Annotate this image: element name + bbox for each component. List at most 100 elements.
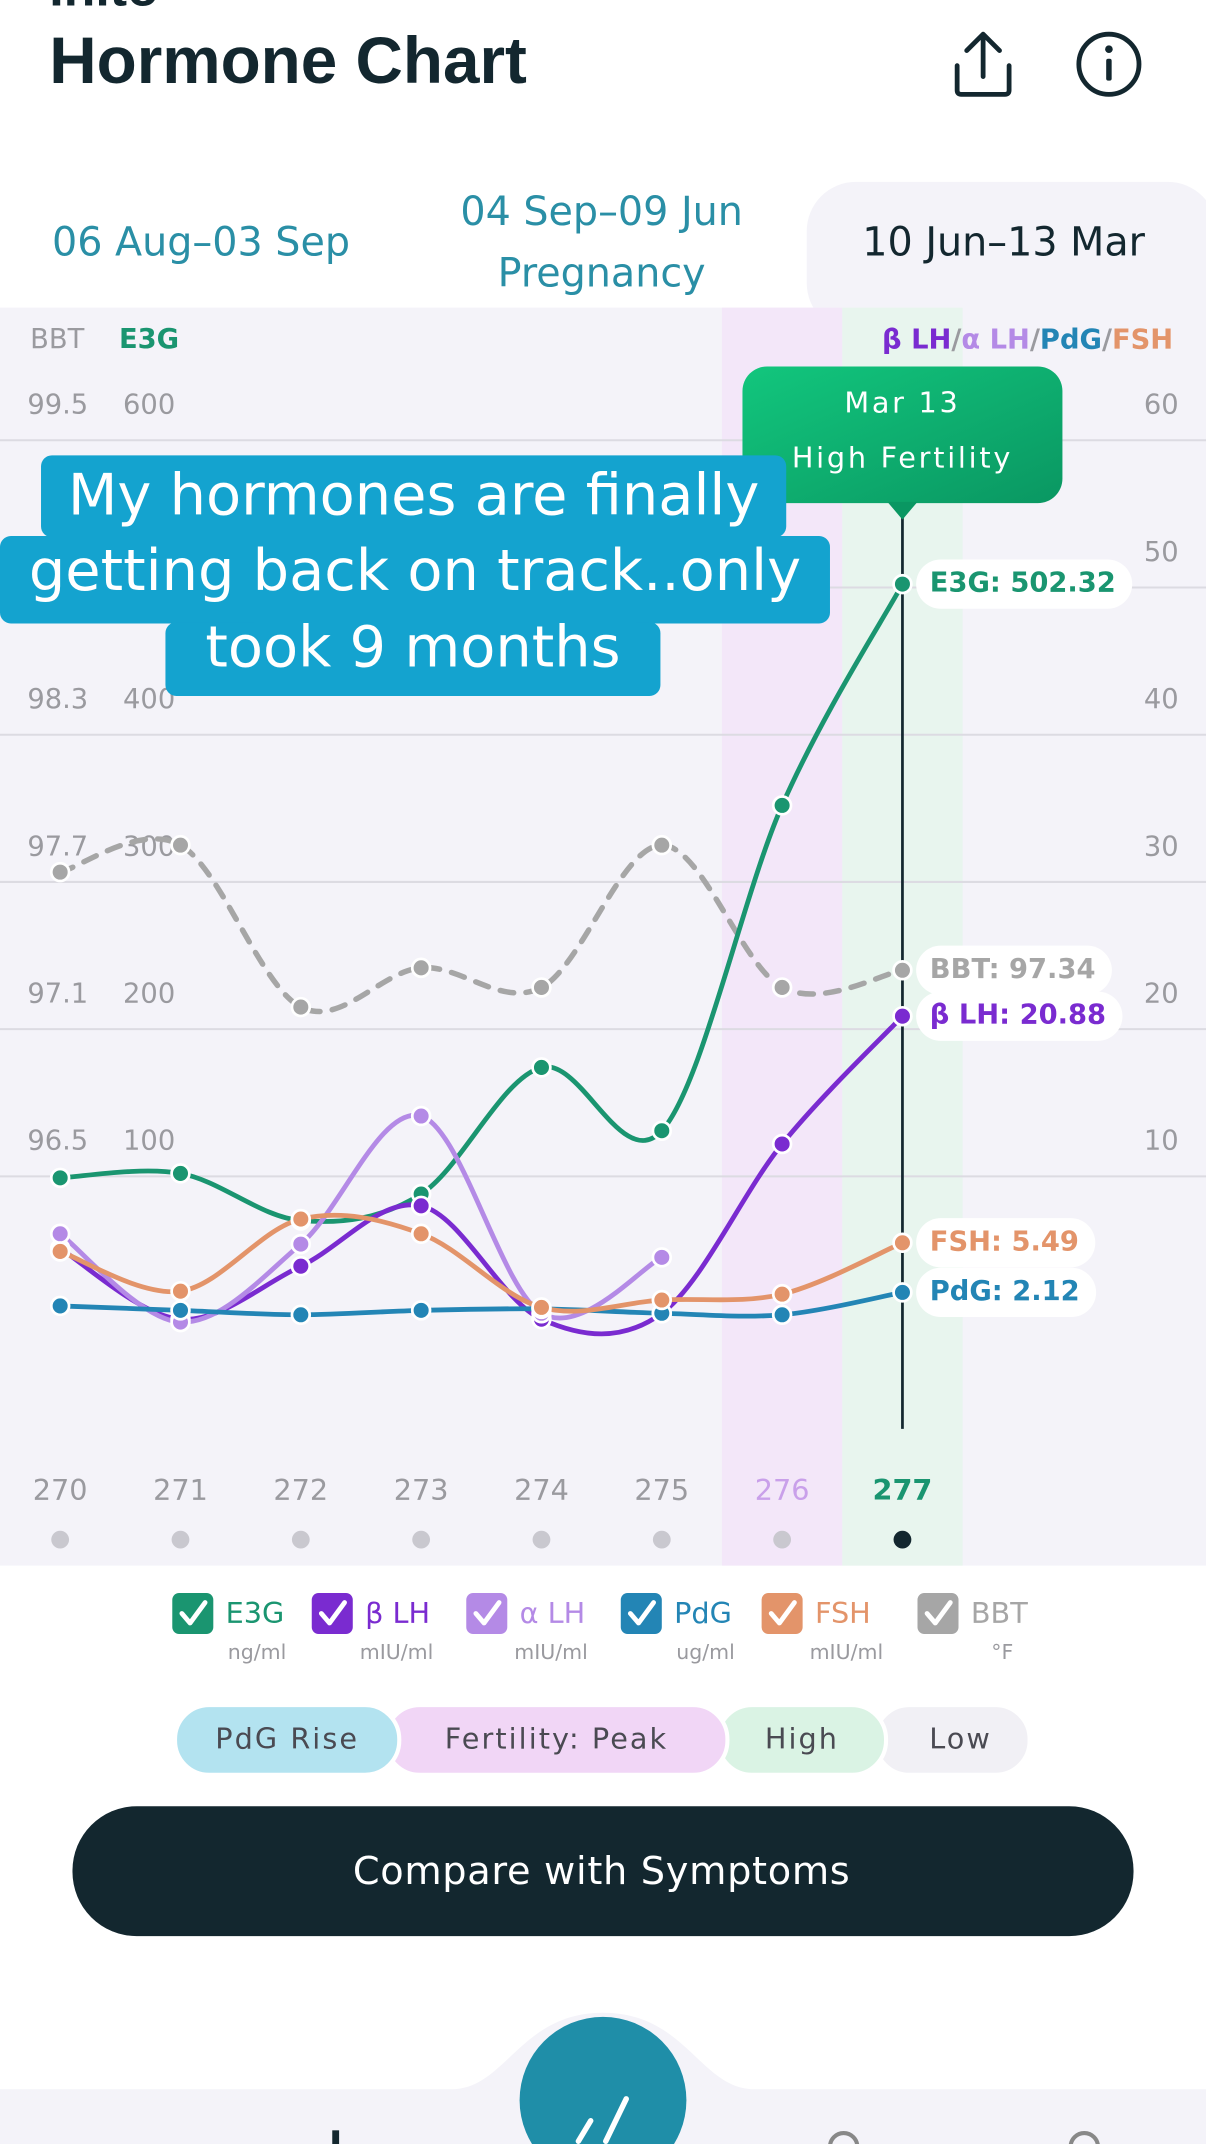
data-point (410, 957, 432, 979)
e3g-tick-label: 600 (123, 390, 175, 421)
share-icon-base (954, 63, 1012, 97)
callout-bg (916, 991, 1123, 1041)
value-callout: E3G: 502.32 (916, 559, 1133, 609)
data-point (410, 1223, 432, 1245)
data-point (49, 1295, 71, 1317)
data-point (410, 1105, 432, 1127)
caption-overlay: My hormones are finally getting back on t… (0, 455, 830, 696)
legend-label: E3G (226, 1596, 285, 1630)
legend-check (768, 1600, 797, 1626)
value-callout: FSH: 5.49 (916, 1218, 1096, 1268)
info-bar (1106, 58, 1112, 81)
data-point (651, 1289, 673, 1311)
data-point (892, 960, 913, 981)
legend-item[interactable]: PdG ug/ml (620, 1592, 735, 1664)
day-dot[interactable] (171, 1530, 190, 1549)
legend-checkbox (172, 1592, 214, 1634)
callout-bg (916, 1267, 1097, 1317)
header-separator: / (1030, 324, 1040, 355)
y2-tick-label: 40 (1144, 684, 1179, 715)
data-point (410, 1300, 432, 1321)
e3g-tick-label: 100 (123, 1126, 175, 1157)
tooltip-bg (742, 366, 1063, 504)
data-point (290, 1255, 312, 1277)
data-point (771, 977, 793, 998)
x-tick-label: 272 (273, 1473, 328, 1507)
data-point (290, 1304, 312, 1326)
data-point (170, 1280, 191, 1302)
share-button[interactable] (954, 31, 1012, 97)
value-callout: PdG: 2.12 (916, 1267, 1097, 1317)
tab[interactable]: 06 Aug–03 Sep (52, 219, 350, 265)
legend-unit: ug/ml (676, 1640, 735, 1664)
tab[interactable]: 04 Sep–09 Jun Pregnancy (460, 189, 743, 297)
legend-check (924, 1600, 953, 1626)
data-point (531, 1057, 552, 1078)
data-point (531, 977, 552, 998)
axis-header-item: α LH (961, 324, 1030, 355)
legend-item[interactable]: α LH mIU/ml (466, 1592, 588, 1664)
info-button[interactable] (1076, 31, 1142, 97)
day-dot[interactable] (412, 1530, 431, 1549)
day-dot[interactable] (291, 1530, 310, 1549)
legend-check (318, 1600, 347, 1626)
compare-button[interactable]: Compare with Symptoms (72, 1806, 1134, 1937)
button-bg (72, 1806, 1134, 1937)
day-dot[interactable] (652, 1530, 671, 1549)
legend-item[interactable]: E3G ng/ml (172, 1592, 287, 1664)
header-separator: / (951, 324, 961, 355)
nav-icon[interactable] (828, 2131, 860, 2144)
x-tick-label: 276 (755, 1473, 810, 1507)
tooltip-status: High Fertility (792, 440, 1013, 474)
x-tick-label: 274 (514, 1473, 569, 1507)
data-point (892, 1282, 913, 1303)
data-point (290, 1208, 312, 1230)
nav-icon[interactable] (1068, 2131, 1100, 2144)
phase-pill (172, 1703, 402, 1777)
data-point (49, 861, 71, 883)
day-dot[interactable] (773, 1530, 792, 1549)
legend-item[interactable]: β LH mIU/ml (311, 1592, 434, 1664)
legend-check (627, 1600, 656, 1626)
legend-unit: ng/ml (228, 1640, 287, 1664)
data-point (892, 1005, 913, 1027)
legend-item[interactable]: BBT °F (917, 1592, 1028, 1664)
page-title: Hormone Chart (49, 24, 527, 97)
phase-pill-label: Low (929, 1722, 992, 1756)
bottom-nav (0, 2012, 1206, 2144)
tab[interactable]: 10 Jun–13 Mar (862, 219, 1145, 265)
axis-header-item: PdG (1040, 324, 1102, 355)
nav-center-button[interactable] (519, 2016, 687, 2144)
legend-checkbox (761, 1592, 803, 1634)
axis-header: E3G (119, 324, 179, 355)
data-point (170, 834, 191, 856)
legend-label: PdG (674, 1596, 732, 1630)
nav-icon[interactable] (332, 2130, 340, 2144)
legend-unit: mIU/ml (360, 1640, 434, 1664)
data-point (410, 1195, 432, 1217)
data-point (290, 1233, 312, 1255)
legend-label: FSH (815, 1596, 871, 1630)
tab-label: Pregnancy (498, 251, 706, 297)
value-label: E3G: 502.32 (930, 568, 1116, 599)
value-callout: β LH: 20.88 (916, 991, 1123, 1041)
day-dot[interactable] (51, 1530, 70, 1549)
legend-label: β LH (365, 1596, 430, 1630)
series-line (57, 1212, 905, 1314)
axis-header: BBT (30, 324, 84, 355)
button-label: Compare with Symptoms (353, 1849, 851, 1894)
series-line (57, 836, 906, 1015)
legend-item[interactable]: FSH mIU/ml (761, 1592, 884, 1664)
value-label: FSH: 5.49 (930, 1226, 1079, 1257)
data-point (49, 1241, 71, 1262)
data-point (170, 1300, 191, 1321)
phase-pill-label: Fertility: Peak (445, 1722, 668, 1756)
legend-label: BBT (971, 1596, 1028, 1630)
day-dot[interactable] (532, 1530, 551, 1549)
y2-tick-label: 60 (1144, 390, 1179, 421)
day-dot[interactable] (893, 1530, 912, 1549)
brand: Inito (49, 0, 159, 18)
phase-pill-label: High (765, 1722, 839, 1756)
legend-checkbox (620, 1592, 662, 1634)
